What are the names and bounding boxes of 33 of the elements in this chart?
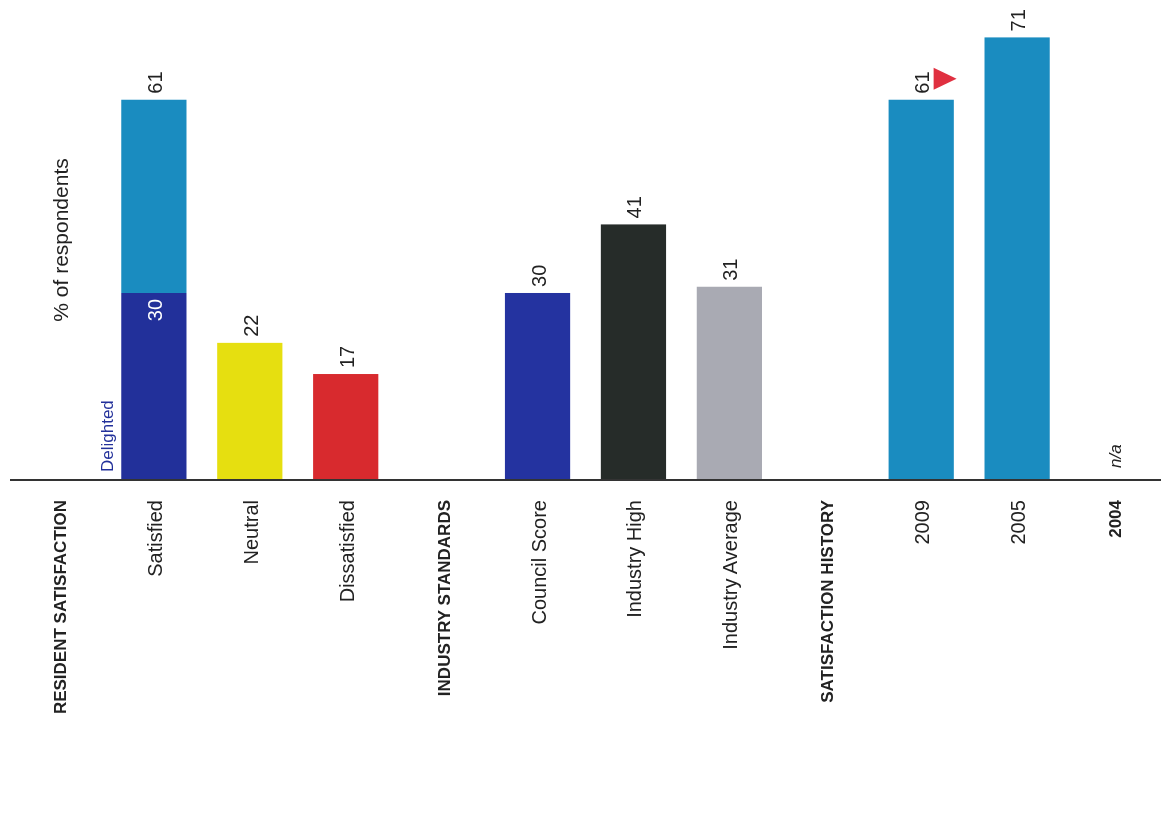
bar <box>313 374 379 480</box>
data-label: 30 <box>143 298 166 322</box>
bar <box>504 292 571 480</box>
y-axis-title: % of respondents <box>49 158 72 322</box>
text: n/a <box>1106 444 1126 468</box>
total-label: 22 <box>239 314 262 337</box>
total-label: 30 <box>527 264 550 287</box>
x-tick-label: 2009 <box>911 500 934 545</box>
bar <box>888 99 954 480</box>
x-tick-label: INDUSTRY STANDARDS <box>434 500 454 697</box>
x-tick-label: 2004 <box>1106 499 1126 538</box>
x-tick-label: SATISFACTION HISTORY <box>818 499 838 703</box>
x-tick-label: Neutral <box>239 500 262 565</box>
bar <box>121 99 187 293</box>
total-label: 71 <box>1007 9 1030 32</box>
bar <box>217 342 283 480</box>
total-label: 41 <box>623 196 646 219</box>
x-tick-label: Dissatisfied <box>335 500 358 603</box>
bar <box>121 292 187 480</box>
x-tick-label: RESIDENT SATISFACTION <box>50 500 70 715</box>
x-tick-label: Satisfied <box>143 500 166 577</box>
bar <box>984 37 1050 480</box>
total-label: 61 <box>911 71 934 94</box>
bar <box>600 224 667 480</box>
bar <box>696 286 762 480</box>
total-label: 17 <box>335 345 358 369</box>
total-label: 61 <box>143 71 166 94</box>
text: Delighted <box>98 400 118 472</box>
x-tick-label: Industry High <box>623 500 646 618</box>
x-tick-label: Industry Average <box>719 500 742 650</box>
total-label: 31 <box>719 258 742 281</box>
x-tick-label: 2005 <box>1007 500 1030 545</box>
x-tick-label: Council Score <box>527 500 550 625</box>
